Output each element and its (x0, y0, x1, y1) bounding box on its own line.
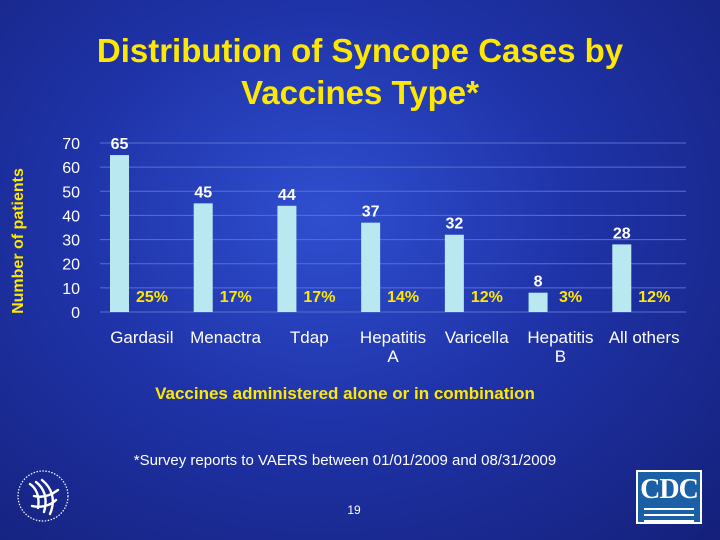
x-axis-caption: Vaccines administered alone or in combin… (155, 384, 535, 403)
x-tick-label: Varicella (445, 328, 509, 347)
bar-percent-label: 17% (220, 289, 252, 306)
x-tick-label: A (387, 347, 399, 366)
bar (277, 205, 297, 312)
cdc-logo-icon: CDC (636, 470, 702, 524)
page-number: 19 (347, 503, 361, 517)
bar (444, 234, 464, 312)
bar-value-label: 37 (362, 204, 380, 221)
y-tick-label: 10 (62, 281, 80, 298)
hhs-eagle-logo-icon (17, 470, 69, 522)
bar-percent-label: 14% (387, 289, 419, 306)
y-tick-label: 60 (62, 160, 80, 177)
bar-value-label: 45 (194, 184, 212, 201)
y-tick-label: 70 (62, 136, 80, 153)
bar-value-label: 65 (111, 136, 129, 153)
y-tick-label: 0 (71, 305, 80, 322)
x-tick-label: B (555, 347, 566, 366)
x-tick-label: Hepatitis (527, 328, 593, 347)
y-tick-label: 50 (62, 184, 80, 201)
bar-percent-label: 17% (303, 289, 335, 306)
bar-percent-label: 12% (471, 289, 503, 306)
y-tick-label: 40 (62, 208, 80, 225)
chart-title-line-2: Vaccines Type* (241, 74, 479, 111)
chart-title: Distribution of Syncope Cases by Vaccine… (0, 30, 720, 114)
bar-percent-label: 12% (638, 289, 670, 306)
x-tick-label: Hepatitis (360, 328, 426, 347)
footnote: *Survey reports to VAERS between 01/01/2… (133, 452, 557, 469)
x-tick-label: Menactra (190, 328, 261, 347)
x-tick-label: All others (609, 328, 680, 347)
x-tick-label: Gardasil (110, 328, 173, 347)
y-tick-label: 20 (62, 257, 80, 274)
bar-value-label: 28 (613, 225, 631, 242)
bar-value-label: 32 (445, 216, 463, 233)
chart-title-line-1: Distribution of Syncope Cases by (96, 32, 624, 69)
bar (612, 244, 632, 312)
bar (361, 222, 381, 312)
bar-percent-label: 25% (136, 289, 168, 306)
x-tick-label: Tdap (290, 328, 329, 347)
bar (193, 203, 213, 312)
bar (528, 292, 548, 312)
bar-value-label: 8 (534, 274, 543, 291)
bar (110, 155, 129, 312)
bar-percent-label: 3% (559, 289, 582, 306)
y-tick-label: 30 (62, 233, 80, 250)
bar-value-label: 44 (278, 187, 296, 204)
